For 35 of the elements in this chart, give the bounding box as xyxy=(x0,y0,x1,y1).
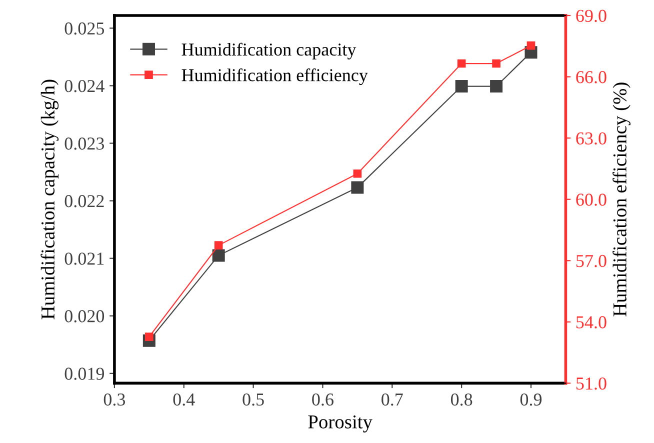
x-tick-label: 0.4 xyxy=(173,393,195,406)
x-axis-title: Porosity xyxy=(308,415,372,432)
point xyxy=(457,59,466,68)
point xyxy=(526,41,536,50)
y-tick-label: 0.019 xyxy=(64,368,104,380)
y2-tick-label: 60.0 xyxy=(576,194,606,206)
x-tick-label: 0.5 xyxy=(242,393,264,406)
y-axis-title: Humidification capacity (kg/h) xyxy=(40,80,59,320)
x-tick-label: 0.6 xyxy=(312,393,334,406)
y-tick-label: 0.023 xyxy=(64,138,104,150)
point xyxy=(351,181,364,194)
point xyxy=(490,80,503,93)
y2-tick-label: 54.0 xyxy=(576,316,606,328)
y-tick-label: 0.025 xyxy=(64,22,104,35)
y2-tick-label: 66.0 xyxy=(576,71,606,84)
y2-tick-label: 69.0 xyxy=(576,10,606,22)
point xyxy=(212,249,225,262)
legend-label: Humidification efficiency xyxy=(182,68,368,86)
y-tick-label: 0.022 xyxy=(64,195,104,208)
point xyxy=(492,59,500,68)
y2-tick-label: 57.0 xyxy=(576,254,606,268)
point xyxy=(455,80,468,93)
legend-label: Humidification capacity xyxy=(182,42,356,60)
point xyxy=(214,241,223,250)
y-tick-label: 0.024 xyxy=(64,80,104,92)
x-tick-label: 0.9 xyxy=(520,393,542,406)
y2-tick-label: 51.0 xyxy=(576,377,606,390)
y-tick-label: 0.021 xyxy=(64,252,104,265)
x-tick-label: 0.3 xyxy=(104,393,126,406)
x-tick-label: 0.7 xyxy=(382,393,403,406)
y2-axis-title: Humidification efficiency (%) xyxy=(612,82,630,316)
y2-tick-label: 63.0 xyxy=(576,132,606,145)
x-tick-label: 0.8 xyxy=(450,393,472,406)
y-tick-label: 0.020 xyxy=(64,310,104,322)
point xyxy=(353,169,362,178)
